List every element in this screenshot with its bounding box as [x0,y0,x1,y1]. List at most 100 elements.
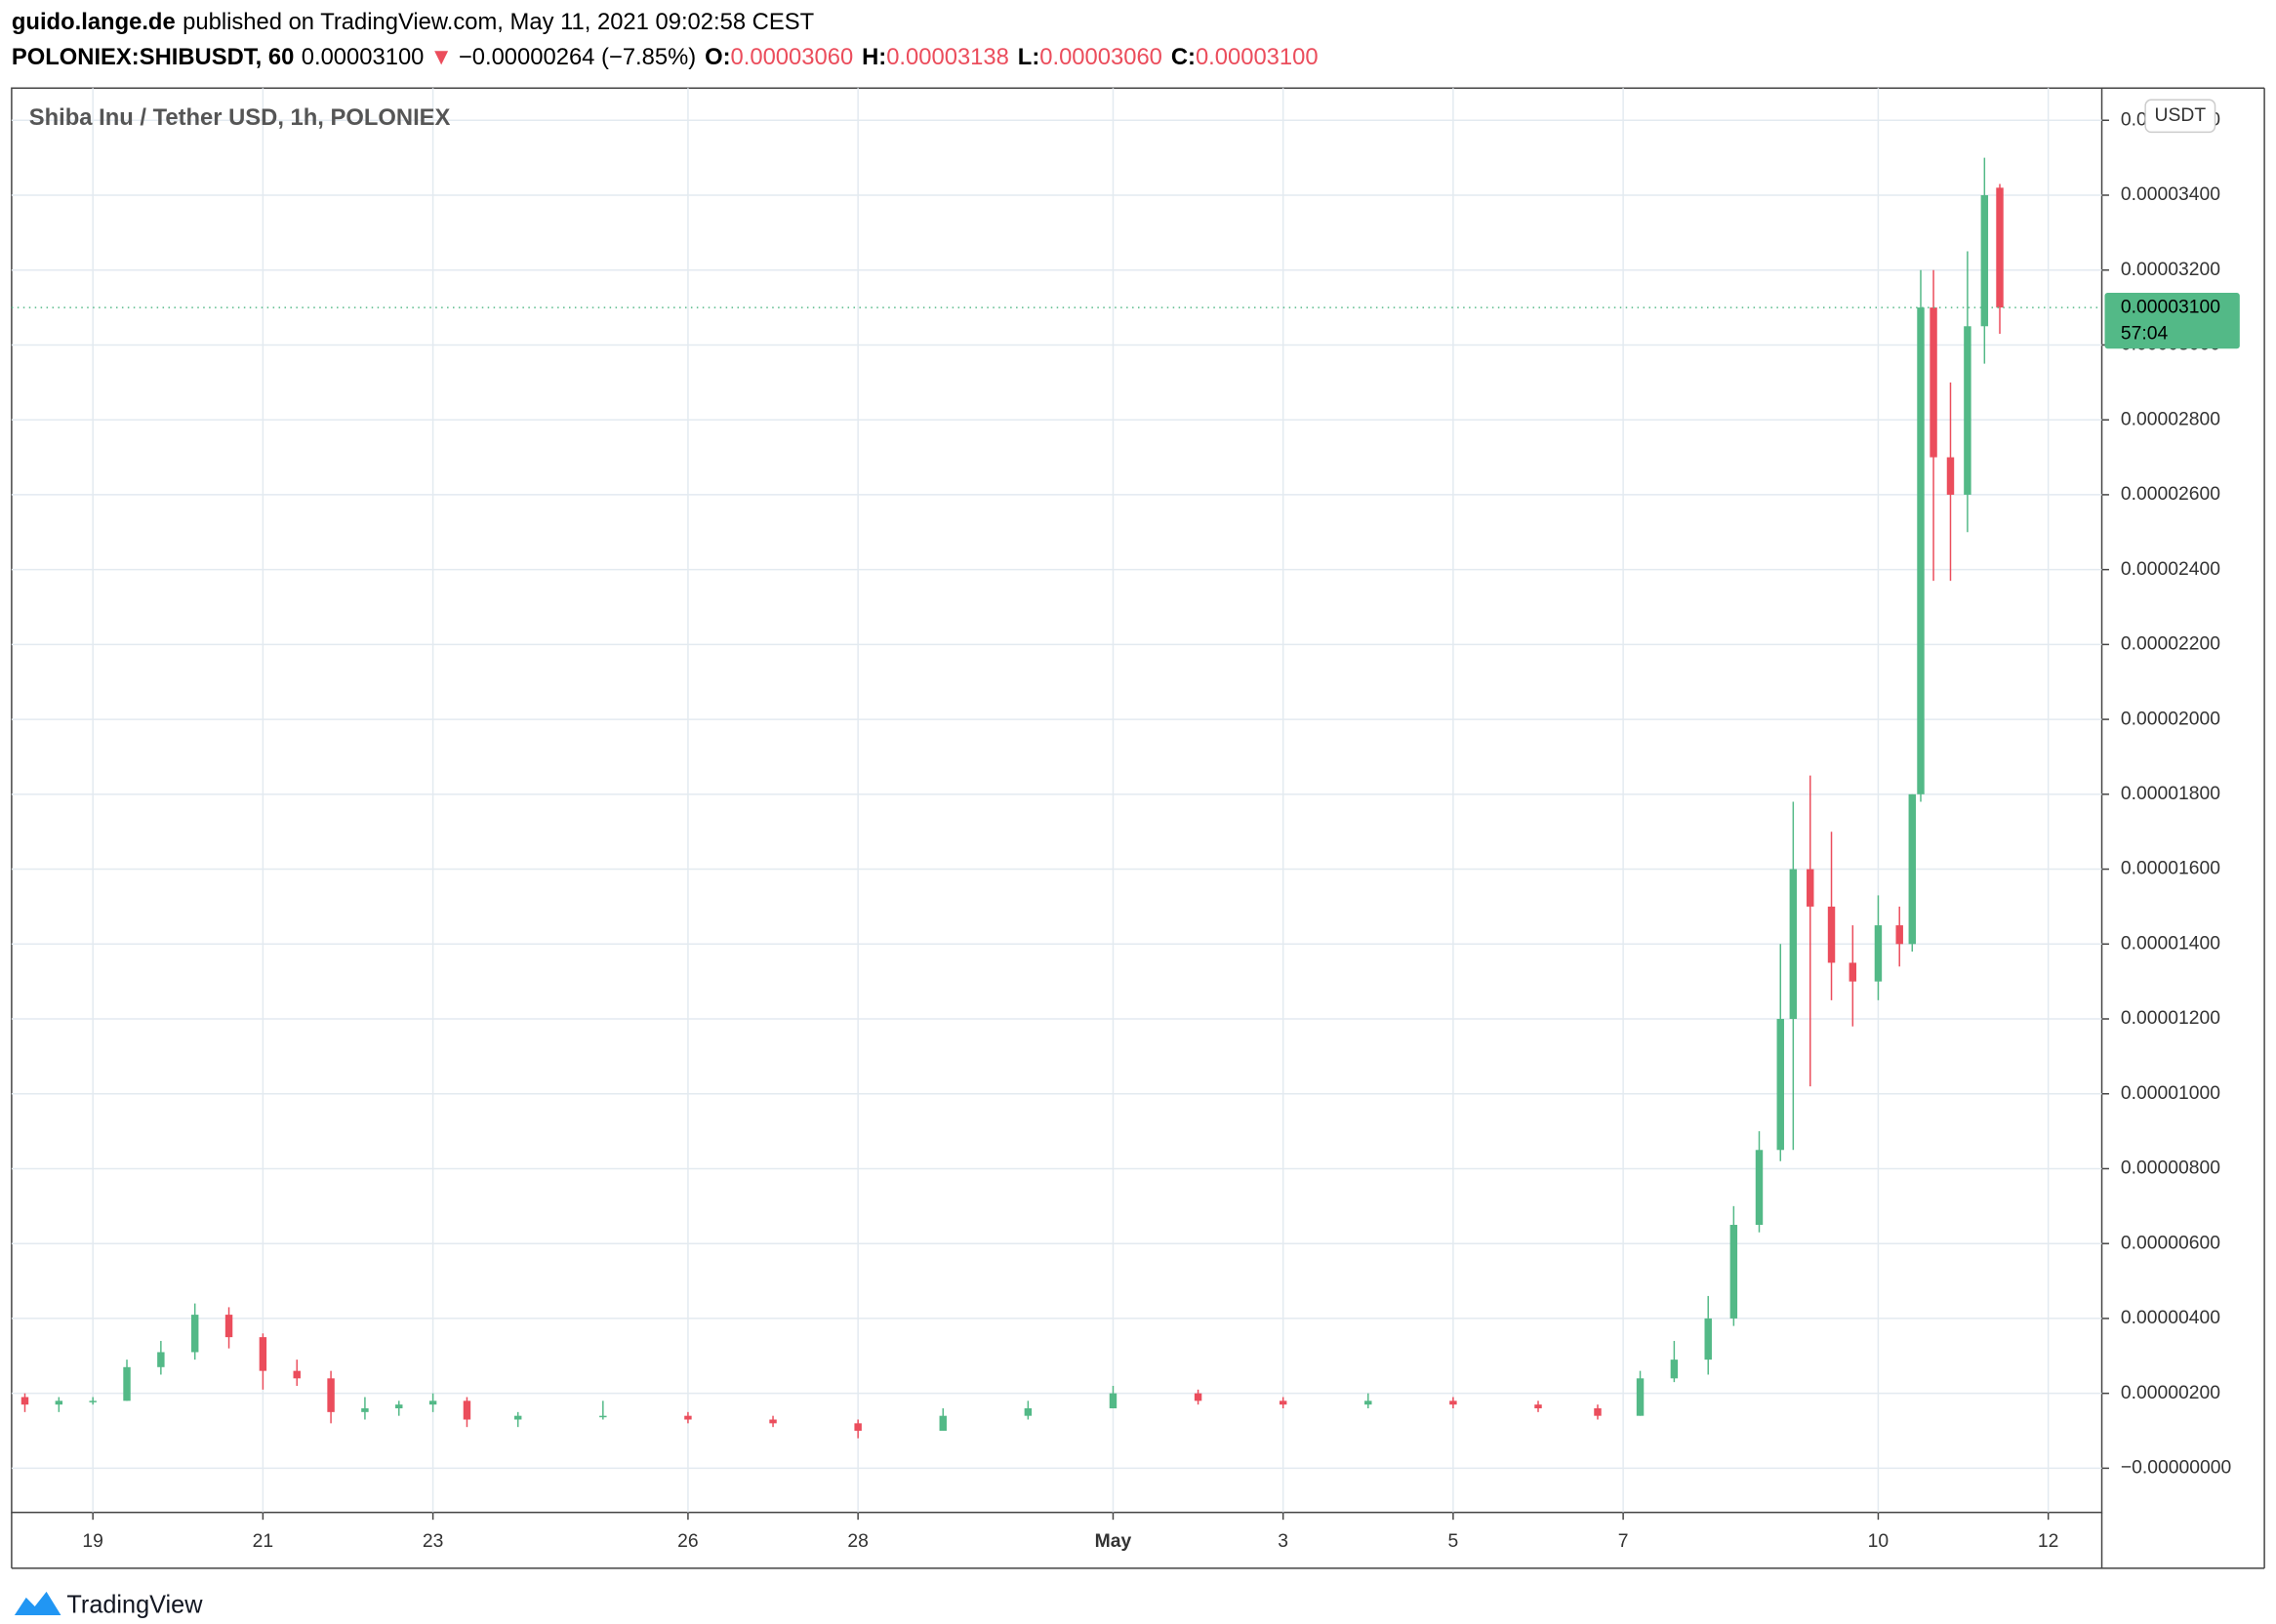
y-tick-label: 0.00000200 [2121,1382,2220,1403]
x-tick-label: 19 [82,1530,102,1552]
candle-body [123,1366,131,1401]
y-tick-label: 0.00002600 [2121,483,2220,505]
candle-body [1364,1401,1372,1405]
change: −0.00000264 (−7.85%) [459,44,696,70]
candle-body [1194,1393,1202,1401]
candle-body [293,1370,301,1379]
candle-body [1024,1408,1033,1416]
candle-body [327,1378,335,1412]
y-tick-label: 0.00000400 [2121,1307,2220,1328]
candle-body [1279,1401,1287,1405]
y-tick-label: 0.00000600 [2121,1232,2220,1253]
candle-body [1636,1378,1645,1416]
candle-body [361,1408,369,1412]
price-tag [2104,293,2240,349]
candle-body [20,1397,29,1405]
x-tick-label: 3 [1278,1530,1288,1552]
x-tick-label: 12 [2038,1530,2058,1552]
candle-body [1449,1401,1457,1405]
candle-body [395,1404,403,1409]
x-tick-label: 23 [423,1530,443,1552]
x-tick-label: 28 [847,1530,868,1552]
candle-body [1704,1318,1712,1360]
candle-body [1996,187,2004,308]
candle-body [1807,869,1814,907]
candle-body [1755,1150,1764,1226]
candle-body [854,1423,862,1432]
logo [14,1591,61,1615]
candle-body [190,1315,199,1353]
candle-body [428,1401,437,1405]
symbol-line: POLONIEX:SHIBUSDT, 60 0.00003100 ▼ −0.00000… [12,44,1319,70]
candle-body [1109,1393,1118,1409]
candle-body [1874,925,1883,982]
candle-body [1980,194,1989,327]
x-tick-label: 21 [253,1530,273,1552]
countdown: 57:04 [2121,322,2169,344]
candle-body [939,1415,947,1432]
x-tick-label: 5 [1448,1530,1459,1552]
grid [11,88,2109,1521]
candle-body [1849,962,1857,982]
candle-body [1789,869,1798,1020]
x-tick-label: 26 [677,1530,698,1552]
ohlc-value: 0.00003100 [1196,44,1319,70]
candle-body [224,1315,233,1338]
candle-body [1670,1360,1679,1379]
candle-body [1964,326,1971,495]
y-tick-label: 0.00002200 [2121,632,2220,654]
symbol: POLONIEX:SHIBUSDT, 60 [12,44,294,70]
candle-body [1534,1404,1542,1409]
publish-line: guido.lange.de published on TradingView.c… [12,9,815,35]
y-tick-label: 0.00002000 [2121,708,2220,729]
arrow: ▼ [429,44,453,70]
candle-body [1594,1408,1602,1416]
brand: TradingView [66,1592,203,1619]
y-tick-label: 0.00001400 [2121,932,2220,954]
x-tick-label: 7 [1618,1530,1629,1552]
y-tick-label: −0.00000000 [2121,1456,2232,1478]
currency-box [2144,99,2216,134]
candle-body [599,1415,607,1418]
candle-body [1776,1019,1784,1151]
y-tick-label: 0.00002400 [2121,558,2220,580]
candle-body [157,1352,165,1367]
candle-body [1827,906,1836,963]
publisher: guido.lange.de [12,9,176,35]
candle-body [684,1415,692,1420]
ohlc-value: 0.00003060 [731,44,854,70]
candle-body [259,1337,267,1371]
y-tick-label: 0.00000800 [2121,1157,2220,1179]
ohlc-label: H: [862,44,886,70]
chart-title: Shiba Inu / Tether USD, 1h, POLONIEX [29,104,451,131]
candle-body [1946,457,1955,495]
candle-body [1930,307,1937,458]
candle-body [1908,793,1916,945]
y-tick-label: 0.00001000 [2121,1082,2220,1104]
y-tick-label: 0.00003200 [2121,259,2220,280]
price-tag-label: 0.00003100 [2121,296,2220,317]
candles [20,157,2004,1439]
ohlc-label: O: [705,44,730,70]
candle-body [1917,307,1925,794]
last: 0.00003100 [302,44,425,70]
currency: USDT [2155,104,2207,126]
candle-body [89,1401,97,1402]
y-tick-label: 0.00001200 [2121,1007,2220,1029]
y-tick-label: 0.00002800 [2121,408,2220,429]
published: published on TradingView.com, May 11, 20… [183,9,814,35]
candle-body [55,1401,63,1405]
y-tick-label: 0.00003400 [2121,183,2220,205]
candle-body [513,1415,522,1420]
ohlc-value: 0.00003138 [886,44,1009,70]
ohlc-label: L: [1018,44,1039,70]
y-tick-label: 0.00001600 [2121,858,2220,879]
plot-frame [11,87,2103,1514]
ohlc-value: 0.00003060 [1039,44,1162,70]
candle-body [1895,925,1903,945]
candle-body [1729,1225,1738,1319]
candle-body [769,1419,777,1424]
x-tick-label: 10 [1868,1530,1890,1552]
